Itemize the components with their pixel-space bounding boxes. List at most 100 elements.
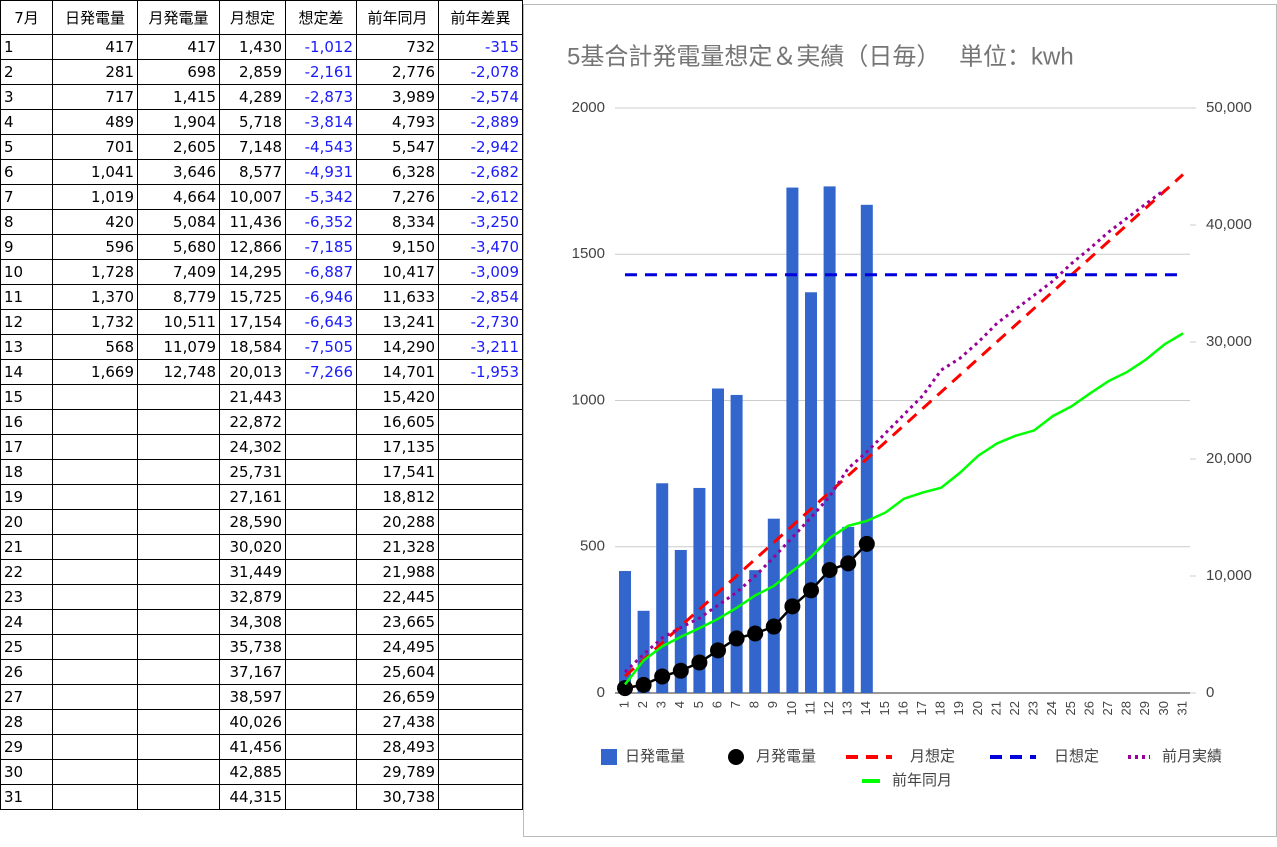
cell[interactable]: -2,889 xyxy=(438,109,523,135)
cell[interactable] xyxy=(285,484,357,510)
cell[interactable]: 1,430 xyxy=(219,34,286,60)
cell[interactable]: -2,161 xyxy=(285,59,357,85)
cell[interactable]: 30,738 xyxy=(356,784,439,810)
cell[interactable]: -3,814 xyxy=(285,109,357,135)
cell[interactable]: 37,167 xyxy=(219,659,286,685)
cell[interactable]: 44,315 xyxy=(219,784,286,810)
cell[interactable] xyxy=(52,684,138,710)
cell[interactable]: -6,352 xyxy=(285,209,357,235)
cell[interactable]: 9,150 xyxy=(356,234,439,260)
cell[interactable] xyxy=(52,559,138,585)
cell[interactable]: 4,664 xyxy=(137,184,220,210)
cell[interactable] xyxy=(137,709,220,735)
cell[interactable]: 27,161 xyxy=(219,484,286,510)
cell[interactable]: 12,748 xyxy=(137,359,220,385)
cell[interactable]: 596 xyxy=(52,234,138,260)
cell[interactable] xyxy=(438,459,523,485)
cell[interactable] xyxy=(137,759,220,785)
cell[interactable]: 17,135 xyxy=(356,434,439,460)
cell[interactable]: 26 xyxy=(0,659,53,685)
cell[interactable]: 15,725 xyxy=(219,284,286,310)
header-cell[interactable]: 想定差 xyxy=(285,0,357,35)
cell[interactable]: 8,334 xyxy=(356,209,439,235)
cell[interactable] xyxy=(52,534,138,560)
cell[interactable]: 3,646 xyxy=(137,159,220,185)
cell[interactable] xyxy=(438,484,523,510)
cell[interactable]: -6,643 xyxy=(285,309,357,335)
cell[interactable] xyxy=(285,759,357,785)
cell[interactable]: -6,946 xyxy=(285,284,357,310)
cell[interactable]: 31 xyxy=(0,784,53,810)
cell[interactable] xyxy=(52,759,138,785)
cell[interactable]: -1,953 xyxy=(438,359,523,385)
cell[interactable] xyxy=(438,609,523,635)
cell[interactable] xyxy=(137,409,220,435)
cell[interactable]: 11,079 xyxy=(137,334,220,360)
cell[interactable] xyxy=(52,409,138,435)
cell[interactable]: 1,669 xyxy=(52,359,138,385)
cell[interactable]: -2,682 xyxy=(438,159,523,185)
cell[interactable] xyxy=(438,434,523,460)
cell[interactable]: 12,866 xyxy=(219,234,286,260)
cell[interactable]: 17,541 xyxy=(356,459,439,485)
cell[interactable]: 7 xyxy=(0,184,53,210)
cell[interactable] xyxy=(52,509,138,535)
cell[interactable] xyxy=(285,509,357,535)
cell[interactable]: 23 xyxy=(0,584,53,610)
cell[interactable]: 5,680 xyxy=(137,234,220,260)
cell[interactable] xyxy=(438,659,523,685)
cell[interactable] xyxy=(438,559,523,585)
cell[interactable] xyxy=(438,409,523,435)
cell[interactable] xyxy=(137,634,220,660)
header-cell[interactable]: 月想定 xyxy=(219,0,286,35)
cell[interactable]: 22,872 xyxy=(219,409,286,435)
cell[interactable] xyxy=(285,709,357,735)
cell[interactable]: 417 xyxy=(137,34,220,60)
cell[interactable]: 18 xyxy=(0,459,53,485)
cell[interactable] xyxy=(438,534,523,560)
cell[interactable]: -315 xyxy=(438,34,523,60)
cell[interactable]: 19 xyxy=(0,484,53,510)
cell[interactable]: 417 xyxy=(52,34,138,60)
cell[interactable]: 2 xyxy=(0,59,53,85)
cell[interactable]: 701 xyxy=(52,134,138,160)
cell[interactable]: 12 xyxy=(0,309,53,335)
cell[interactable] xyxy=(285,459,357,485)
cell[interactable]: -4,931 xyxy=(285,159,357,185)
cell[interactable]: 10 xyxy=(0,259,53,285)
cell[interactable] xyxy=(137,609,220,635)
cell[interactable] xyxy=(52,609,138,635)
cell[interactable]: -7,185 xyxy=(285,234,357,260)
header-cell[interactable]: 前年差異 xyxy=(438,0,523,35)
cell[interactable]: 14,290 xyxy=(356,334,439,360)
cell[interactable]: 35,738 xyxy=(219,634,286,660)
cell[interactable]: 6 xyxy=(0,159,53,185)
cell[interactable] xyxy=(137,534,220,560)
cell[interactable]: 20,288 xyxy=(356,509,439,535)
cell[interactable]: -3,470 xyxy=(438,234,523,260)
cell[interactable] xyxy=(285,659,357,685)
cell[interactable]: 30,020 xyxy=(219,534,286,560)
cell[interactable] xyxy=(438,584,523,610)
cell[interactable]: -1,012 xyxy=(285,34,357,60)
cell[interactable] xyxy=(285,434,357,460)
cell[interactable]: 20,013 xyxy=(219,359,286,385)
cell[interactable] xyxy=(137,484,220,510)
cell[interactable]: -2,942 xyxy=(438,134,523,160)
cell[interactable] xyxy=(285,559,357,585)
cell[interactable]: -2,730 xyxy=(438,309,523,335)
cell[interactable] xyxy=(438,709,523,735)
cell[interactable]: 281 xyxy=(52,59,138,85)
cell[interactable]: 1,732 xyxy=(52,309,138,335)
cell[interactable]: 21 xyxy=(0,534,53,560)
cell[interactable]: 7,409 xyxy=(137,259,220,285)
cell[interactable] xyxy=(137,559,220,585)
cell[interactable]: 29 xyxy=(0,734,53,760)
cell[interactable]: 11 xyxy=(0,284,53,310)
cell[interactable]: -3,009 xyxy=(438,259,523,285)
cell[interactable]: 10,007 xyxy=(219,184,286,210)
cell[interactable]: 30 xyxy=(0,759,53,785)
cell[interactable] xyxy=(438,734,523,760)
cell[interactable]: -4,543 xyxy=(285,134,357,160)
cell[interactable]: 15,420 xyxy=(356,384,439,410)
